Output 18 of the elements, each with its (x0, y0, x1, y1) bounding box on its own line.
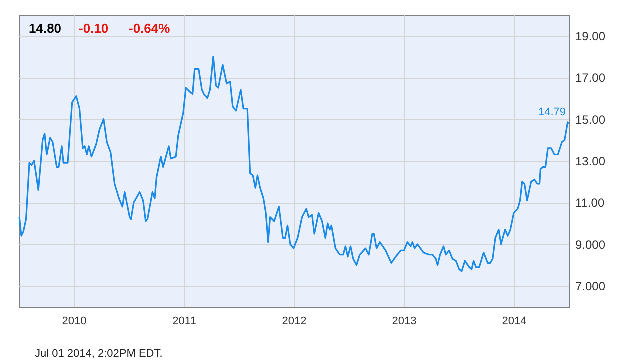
y-tick-label: 13.00 (576, 154, 606, 168)
annotation: -0.10 (79, 21, 109, 36)
x-tick-label: 2013 (392, 316, 417, 328)
line-series (18, 56, 570, 272)
x-tick-label: 2011 (172, 316, 196, 328)
y-tick-label: 17.00 (576, 71, 606, 86)
x-tick-label: 2010 (62, 316, 87, 328)
y-tick-label: 15.00 (576, 112, 606, 127)
y-tick-label: 7.000 (576, 280, 606, 294)
x-tick-label: 2012 (282, 316, 307, 328)
annotation: 14.79 (538, 106, 566, 119)
y-tick-label: 9.000 (576, 238, 606, 252)
annotation: -0.64% (129, 21, 171, 36)
text: Jul 01 2014, 2:02PM EDT. (35, 348, 163, 360)
y-tick-label: 19.00 (576, 29, 606, 44)
x-tick-label: 2014 (502, 316, 527, 328)
y-tick-label: 11.00 (576, 196, 605, 210)
annotation: 14.80 (29, 21, 62, 36)
